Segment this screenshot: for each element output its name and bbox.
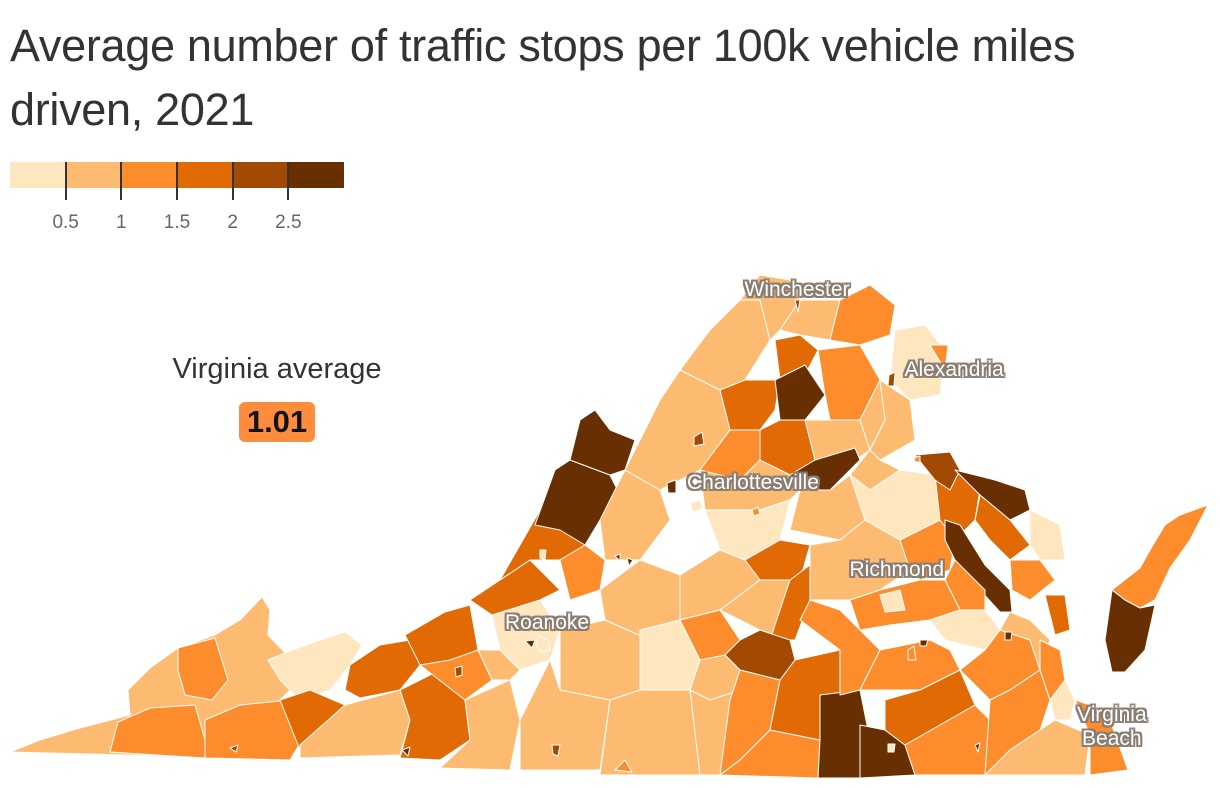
legend-swatch bbox=[65, 162, 122, 188]
independent-city bbox=[551, 744, 561, 757]
city-label: Richmond bbox=[849, 558, 945, 581]
independent-city bbox=[689, 499, 704, 513]
color-legend: 0.5 1 1.5 2 2.5 bbox=[10, 162, 345, 242]
county-region bbox=[477, 649, 521, 681]
county-region bbox=[559, 544, 606, 601]
legend-tick-mark bbox=[176, 162, 178, 200]
county-region bbox=[1044, 594, 1071, 636]
legend-color-bar bbox=[10, 162, 345, 188]
legend-tick-label: 1 bbox=[116, 212, 127, 233]
city-label: Roanoke bbox=[505, 611, 590, 634]
county-region bbox=[599, 689, 701, 776]
independent-city bbox=[974, 742, 981, 753]
county-region bbox=[267, 631, 363, 701]
independent-city bbox=[751, 506, 761, 517]
chart-title: Average number of traffic stops per 100k… bbox=[10, 20, 1076, 135]
county-region bbox=[944, 519, 1013, 613]
county-region bbox=[1074, 699, 1129, 776]
legend-tick-label: 2 bbox=[227, 212, 238, 233]
legend-tick-label: 0.5 bbox=[52, 212, 79, 233]
county-region bbox=[774, 364, 826, 421]
city-label: Virginia Beach bbox=[1077, 703, 1147, 750]
legend-tick-mark bbox=[287, 162, 290, 200]
independent-city bbox=[626, 557, 634, 567]
independent-city bbox=[907, 645, 917, 661]
average-label: Virginia average bbox=[172, 353, 382, 385]
county-region bbox=[779, 299, 841, 341]
independent-city bbox=[454, 665, 463, 678]
independent-city bbox=[666, 479, 677, 494]
city-label: Alexandria bbox=[904, 358, 1004, 381]
county-region bbox=[719, 379, 781, 431]
legend-swatch bbox=[232, 162, 289, 188]
legend-tick-mark bbox=[120, 162, 123, 200]
county-region bbox=[1009, 559, 1056, 601]
city-label: Charlottesville bbox=[687, 471, 819, 494]
city-label: Winchester bbox=[744, 278, 850, 301]
virginia-choropleth-map bbox=[9, 274, 1209, 779]
independent-city bbox=[913, 455, 921, 463]
independent-city bbox=[229, 744, 239, 753]
independent-city bbox=[535, 635, 551, 653]
legend-tick-mark bbox=[64, 162, 67, 200]
county-region bbox=[829, 284, 896, 346]
independent-city bbox=[524, 639, 536, 649]
county-region bbox=[679, 299, 771, 391]
legend-tick-mark bbox=[231, 162, 234, 200]
county-region bbox=[569, 409, 636, 476]
state-average-callout: Virginia average 1.01 bbox=[140, 350, 414, 442]
independent-city bbox=[887, 743, 896, 753]
county-region bbox=[799, 599, 881, 696]
county-region bbox=[744, 539, 811, 581]
independent-city bbox=[794, 299, 801, 313]
independent-city bbox=[693, 431, 705, 447]
average-value-badge: 1.01 bbox=[238, 402, 316, 442]
legend-swatch bbox=[288, 162, 345, 188]
independent-city bbox=[401, 746, 411, 757]
county-region bbox=[177, 637, 229, 701]
county-region bbox=[879, 589, 906, 613]
county-region bbox=[344, 639, 421, 699]
county-region bbox=[1029, 509, 1066, 561]
county-region bbox=[929, 344, 949, 371]
county-region bbox=[109, 704, 206, 759]
county-region bbox=[914, 451, 961, 491]
county-region bbox=[1111, 504, 1209, 609]
independent-city bbox=[614, 553, 621, 562]
independent-city bbox=[887, 371, 896, 387]
independent-city bbox=[539, 549, 547, 561]
county-region bbox=[519, 659, 611, 771]
county-region bbox=[1049, 679, 1076, 721]
independent-city bbox=[919, 639, 929, 647]
county-region bbox=[1104, 589, 1156, 673]
legend-swatch bbox=[10, 162, 66, 188]
legend-tick-label: 2.5 bbox=[275, 212, 302, 233]
county-region bbox=[984, 719, 1091, 776]
legend-swatch bbox=[177, 162, 233, 188]
legend-tick-label: 1.5 bbox=[163, 212, 191, 233]
independent-city bbox=[1004, 631, 1013, 641]
legend-swatch bbox=[121, 162, 178, 188]
independent-city bbox=[614, 759, 633, 773]
